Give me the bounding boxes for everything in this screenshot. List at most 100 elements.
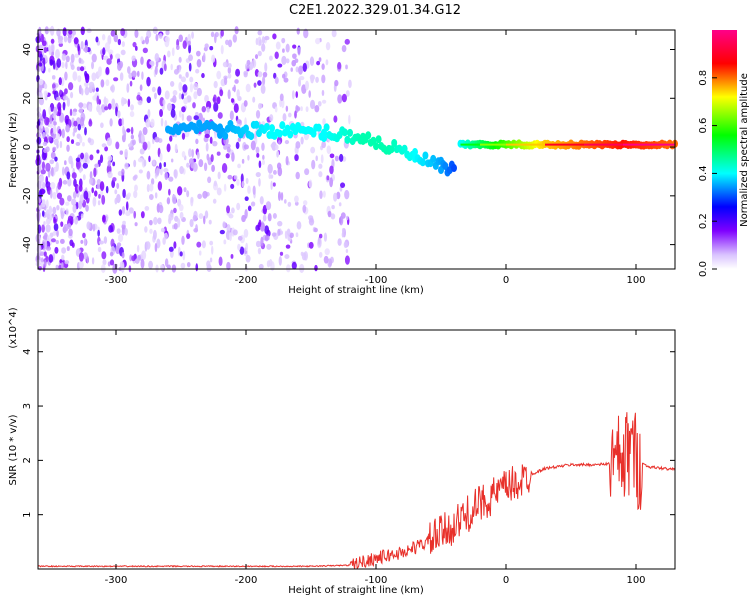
spectrogram-noise-cell — [124, 228, 128, 236]
spectrogram-noise-cell — [236, 89, 240, 99]
spectrogram-noise-cell — [201, 73, 205, 79]
spectrogram-noise-cell — [322, 118, 326, 126]
spectrogram-noise-cell — [46, 235, 52, 242]
spectrogram-noise-cell — [274, 144, 279, 151]
spectrogram-noise-cell — [116, 182, 120, 190]
spectrogram-noise-cell — [130, 126, 134, 135]
spectrogram-noise-cell — [85, 204, 89, 212]
spectrogram-noise-cell — [129, 80, 133, 87]
spectrogram-noise-cell — [274, 76, 279, 85]
spectrogram-noise-cell — [343, 241, 348, 249]
spectrogram-noise-cell — [212, 198, 217, 204]
spectrogram-noise-cell — [109, 54, 113, 60]
spectrogram-noise-cell — [132, 41, 137, 48]
spectrogram-noise-cell — [150, 118, 155, 127]
spectrogram-noise-cell — [113, 33, 119, 43]
spectrogram-noise-cell — [173, 207, 177, 214]
spectrogram-noise-cell — [156, 238, 161, 249]
spectrogram-noise-cell — [228, 213, 234, 219]
spectrogram-noise-cell — [277, 220, 283, 227]
spectrogram-noise-cell — [48, 136, 52, 142]
spectrogram-noise-cell — [43, 221, 46, 226]
spectrogram-noise-cell — [237, 243, 241, 251]
spectrogram-noise-cell — [137, 99, 143, 106]
spectrogram-noise-cell — [237, 163, 241, 169]
spectrogram-noise-cell — [124, 148, 129, 158]
spectrogram-noise-cell — [213, 101, 219, 112]
spectrogram-noise-cell — [174, 215, 179, 222]
spectrogram-noise-cell — [44, 239, 48, 250]
spectrogram-y-ticks: -40 -20 0 20 40 — [22, 43, 675, 253]
spectrogram-noise-cell — [216, 96, 221, 105]
spectrogram-noise-cell — [262, 71, 268, 78]
spectrogram-noise-cell — [83, 81, 89, 87]
spectrogram-noise-cell — [272, 182, 276, 187]
spectrogram-noise-cell — [133, 159, 137, 168]
spectrogram-noise-cell — [57, 102, 62, 111]
spectrogram-noise-cell — [99, 154, 104, 164]
spectrogram-noise-cell — [51, 75, 56, 80]
spectrogram-noise-cell — [100, 263, 106, 273]
spectrogram-noise-cell — [261, 142, 265, 152]
spectrogram-noise-cell — [159, 162, 162, 170]
snr-y-multiplier: (x10^4) — [8, 307, 19, 348]
spectrogram-noise-cell — [79, 66, 85, 72]
spectrogram-noise-cell — [274, 51, 279, 59]
spectrogram-noise-cell — [121, 205, 126, 215]
spectrogram-noise-cell — [283, 77, 289, 83]
spectrogram-noise-cell — [233, 175, 238, 180]
spectrogram-noise-cell — [198, 159, 204, 168]
spectrogram-noise-cell — [78, 184, 83, 192]
spectrogram-noise-cell — [193, 82, 199, 91]
spectrogram-noise-cell — [86, 28, 92, 34]
spectrogram-noise-cell — [157, 217, 162, 225]
spectrogram-noise-cell — [329, 153, 335, 159]
spectrogram-noise-cell — [182, 40, 187, 50]
spectrogram-noise-cell — [52, 124, 57, 135]
spectrogram-noise-cell — [286, 264, 291, 273]
spectrogram-noise-cell — [138, 169, 143, 174]
spectrogram-noise-cell — [190, 196, 194, 203]
spectrogram-noise-cell — [105, 185, 109, 194]
spectrogram-noise-cell — [205, 142, 209, 152]
spectrogram-noise-cell — [308, 217, 315, 226]
spectrogram-noise-cell — [223, 239, 227, 245]
spectrogram-noise-cell — [117, 61, 122, 71]
spectrogram-noise-cell — [255, 171, 261, 178]
spectrogram-noise-cell — [166, 143, 171, 153]
spectrogram-noise-cell — [44, 232, 48, 240]
spectrogram-noise-cell — [71, 198, 77, 206]
spectrogram-noise-cell — [211, 245, 214, 255]
spectrogram-noise-cell — [209, 45, 214, 51]
spectrogram-main-trace-cell — [365, 131, 372, 140]
spectrogram-noise-cell — [108, 225, 114, 233]
spectrogram-noise-cell — [272, 33, 277, 40]
spectrogram-noise-cell — [181, 106, 186, 113]
spectrogram-noise-cell — [233, 103, 239, 113]
spectrogram-noise-cell — [121, 41, 125, 48]
spectrogram-noise-cell — [245, 63, 248, 70]
y-tick-label: -20 — [22, 188, 33, 204]
spectrogram-noise-cell — [198, 213, 204, 219]
spectrogram-y-label: Frequency (Hz) — [8, 112, 19, 188]
spectrogram-noise-cell — [316, 60, 321, 66]
spectrogram-noise-cell — [309, 99, 316, 110]
spectrogram-noise-cell — [115, 245, 121, 255]
spectrogram-noise-cell — [345, 249, 349, 254]
spectrogram-noise-cell — [309, 56, 315, 66]
spectrogram-noise-cell — [291, 261, 297, 270]
x-tick-label: -100 — [365, 275, 388, 286]
spectrogram-noise-cell — [214, 33, 217, 44]
snr-panel: -300 -200 -100 0 100 1 2 3 4 Height of straight… — [8, 307, 676, 596]
spectrogram-noise-cell — [127, 192, 131, 198]
spectrogram-noise-cell — [288, 112, 292, 118]
spectrogram-noise-cell — [122, 188, 126, 199]
spectrogram-noise-cell — [78, 252, 84, 262]
spectrogram-noise-cell — [66, 171, 71, 180]
spectrogram-noise-cell — [201, 105, 207, 113]
spectrogram-noise-cell — [59, 89, 62, 95]
spectrogram-noise-cell — [56, 229, 59, 238]
spectrogram-noise-cell — [299, 75, 305, 81]
spectrogram-noise-cell — [291, 90, 295, 100]
spectrogram-noise-cell — [163, 63, 167, 72]
